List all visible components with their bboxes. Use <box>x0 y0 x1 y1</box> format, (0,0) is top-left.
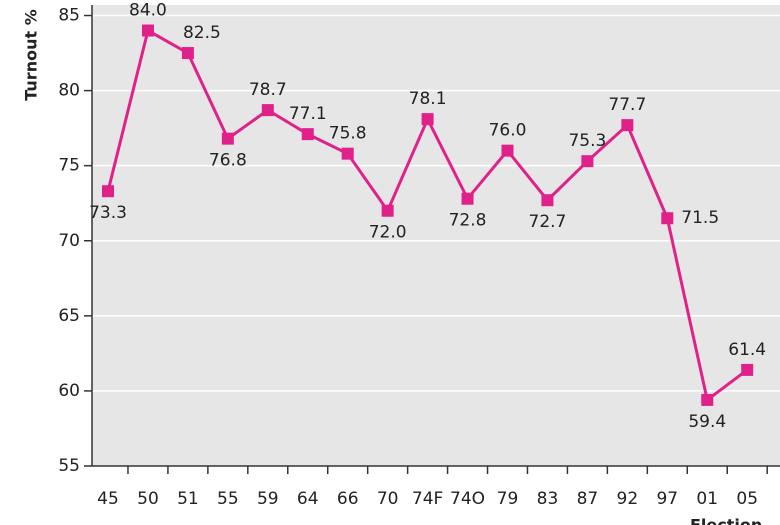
y-tick-label: 80 <box>58 81 80 101</box>
data-label: 77.1 <box>289 104 327 124</box>
marker <box>541 194 554 207</box>
marker <box>501 144 514 157</box>
marker <box>221 132 234 145</box>
x-tick-label: 83 <box>537 489 559 509</box>
x-tick-label: 05 <box>736 489 758 509</box>
marker <box>661 212 674 225</box>
data-label: 82.5 <box>183 23 221 43</box>
data-label: 72.7 <box>529 212 567 232</box>
data-label: 72.0 <box>369 223 407 243</box>
marker <box>421 113 434 126</box>
x-tick-label: 74O <box>450 489 485 509</box>
x-tick-label: 55 <box>217 489 239 509</box>
y-tick-label: 85 <box>58 6 80 26</box>
data-label: 61.4 <box>728 340 766 360</box>
marker <box>102 185 114 198</box>
data-label: 75.3 <box>568 131 606 151</box>
marker <box>701 393 714 406</box>
x-tick-label: 92 <box>617 489 639 509</box>
x-tick-label: 97 <box>656 489 678 509</box>
y-tick-label: 65 <box>58 306 80 326</box>
marker <box>461 192 474 205</box>
x-tick-label: 45 <box>97 489 119 509</box>
x-tick-label: 70 <box>377 489 399 509</box>
data-label: 84.0 <box>129 1 167 21</box>
y-tick-label: 75 <box>58 156 80 176</box>
marker <box>141 24 154 37</box>
marker <box>301 128 314 141</box>
marker <box>261 104 274 117</box>
data-label: 75.8 <box>329 124 367 144</box>
marker <box>621 119 634 132</box>
marker <box>181 47 194 60</box>
x-tick-label: 59 <box>257 489 279 509</box>
y-tick-label: 60 <box>58 381 80 401</box>
data-label: 72.8 <box>449 211 487 231</box>
data-label: 78.1 <box>409 89 447 109</box>
x-tick-label: 74F <box>412 489 443 509</box>
marker <box>581 155 594 168</box>
data-label: 77.7 <box>608 95 646 115</box>
x-tick-label: 87 <box>577 489 599 509</box>
plot-area <box>92 5 780 466</box>
x-tick-label: 01 <box>696 489 718 509</box>
x-tick-label: 79 <box>497 489 519 509</box>
y-axis-label: Turnout % <box>22 9 41 100</box>
marker <box>381 204 394 217</box>
data-label: 76.0 <box>489 121 527 141</box>
data-label: 76.8 <box>209 151 247 171</box>
marker <box>341 147 354 160</box>
data-label: 71.5 <box>681 208 719 228</box>
marker <box>741 363 754 376</box>
data-label: 59.4 <box>688 412 726 432</box>
x-tick-label: 50 <box>137 489 159 509</box>
x-tick-label: 66 <box>337 489 359 509</box>
x-tick-label: 64 <box>297 489 319 509</box>
x-tick-label: 51 <box>177 489 199 509</box>
y-tick-label: 70 <box>58 231 80 251</box>
data-label: 78.7 <box>249 80 287 100</box>
y-tick-label: 55 <box>58 456 80 476</box>
data-label: 73.3 <box>89 203 127 223</box>
x-axis-label: Election <box>690 516 762 525</box>
